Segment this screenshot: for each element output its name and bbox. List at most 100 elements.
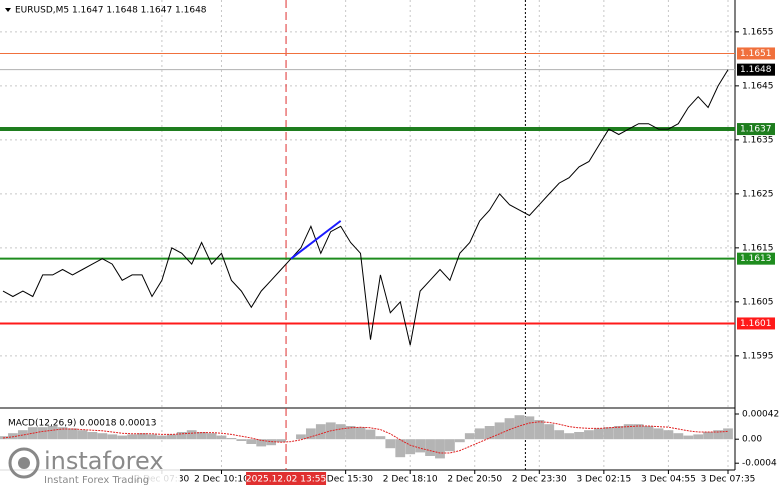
macd-signal — [2, 421, 729, 454]
macd-bar — [276, 439, 286, 443]
macd-bar — [77, 430, 88, 440]
level-label-box — [737, 252, 775, 265]
macd-bar — [127, 434, 138, 440]
macd-bar — [673, 433, 684, 440]
macd-bar — [206, 433, 217, 440]
macd-bar — [107, 434, 118, 440]
trend-line — [290, 220, 342, 260]
macd-bar — [504, 418, 515, 440]
macd-bar — [484, 426, 495, 440]
macd-bar — [454, 439, 465, 443]
macd-bar — [246, 439, 257, 444]
macd-bar — [176, 432, 187, 440]
macd-bar — [435, 439, 445, 459]
macd-bar — [554, 430, 565, 440]
macd-bar — [87, 432, 98, 440]
macd-bar — [216, 435, 227, 440]
macd-bar — [117, 435, 128, 440]
macd-bar — [693, 434, 704, 440]
level-label-box — [737, 317, 775, 330]
macd-bar — [256, 439, 267, 447]
level-label: 1.1613 — [740, 254, 772, 264]
macd-bar — [365, 429, 376, 440]
macd-bar — [97, 433, 108, 440]
macd-bar — [305, 428, 316, 440]
logo-icon — [8, 447, 40, 479]
macd-bar — [405, 439, 416, 455]
macd-bar — [643, 426, 654, 440]
macd-bar — [166, 434, 177, 440]
macd-bar — [196, 432, 207, 440]
macd-bar — [544, 424, 555, 440]
macd-bar — [236, 439, 247, 441]
x-tick-label: 2 Dec 18:10 — [383, 475, 438, 485]
macd-bar — [335, 424, 346, 440]
macd-bar — [613, 426, 624, 440]
macd-bar — [67, 428, 78, 440]
macd-bar — [266, 439, 277, 446]
macd-bar — [355, 427, 366, 440]
price-label-box — [737, 63, 775, 76]
x-tick-label: 2 Dec 15:30 — [318, 475, 373, 485]
logo: instaforex Instant Forex Trading — [0, 444, 180, 489]
macd-bar — [683, 435, 694, 440]
macd-bar — [653, 428, 664, 440]
y-tick-label: 1.1615 — [742, 243, 774, 253]
price-line — [2, 69, 729, 346]
macd-bar — [226, 438, 237, 440]
macd-bar — [415, 439, 426, 453]
macd-bar — [186, 430, 197, 440]
y-tick-label: 1.1655 — [742, 27, 774, 37]
macd-bar — [137, 433, 147, 440]
y-tick-label: 1.1605 — [742, 297, 774, 307]
macd-bar — [603, 427, 614, 440]
macd-bar — [584, 430, 594, 440]
macd-bar — [445, 439, 455, 452]
macd-bar — [713, 430, 723, 440]
x-tick-label: 3 Dec 04:55 — [641, 475, 696, 485]
symbol-arrow — [5, 8, 11, 12]
chart-header: EURUSD,M5 1.1647 1.1648 1.1647 1.1648 — [15, 6, 207, 16]
macd-bar — [494, 422, 505, 440]
logo-icon-core — [18, 457, 30, 469]
y-tick-label: 1.1595 — [742, 351, 774, 361]
macd-bar — [375, 436, 386, 440]
price-label: 1.1648 — [740, 65, 772, 75]
macd-bar — [593, 428, 604, 440]
macd-bar — [395, 439, 406, 458]
macd-bar — [564, 433, 574, 440]
x-tick-label: 2 Dec 23:30 — [512, 475, 567, 485]
macd-bar — [37, 427, 48, 440]
y-tick-label: 1.1645 — [742, 81, 774, 91]
macd-bar — [633, 424, 644, 440]
logo-text: instaforex — [44, 447, 164, 475]
x-tick-label: 2 Dec 10:10 — [194, 475, 249, 485]
macd-y-tick-label: -0.0004 — [742, 459, 777, 469]
y-tick-label: 1.1625 — [742, 189, 774, 199]
level-label-box — [737, 47, 775, 60]
macd-bar — [8, 433, 18, 440]
time-marker-box — [246, 472, 327, 485]
macd-bar — [425, 439, 435, 456]
level-label-box — [737, 123, 775, 136]
macd-bar — [315, 424, 326, 440]
macd-bar — [574, 432, 584, 440]
macd-bar — [47, 426, 58, 440]
macd-bar — [524, 416, 535, 440]
macd-bar — [17, 430, 28, 440]
logo-tagline: Instant Forex Trading — [44, 475, 149, 486]
macd-bar — [345, 426, 356, 440]
macd-bar — [703, 432, 714, 440]
macd-bar — [157, 435, 167, 440]
level-label: 1.1637 — [740, 125, 772, 135]
macd-bar — [663, 430, 674, 440]
y-tick-label: 1.1635 — [742, 135, 774, 145]
macd-bar — [464, 433, 475, 440]
level-label: 1.1651 — [740, 49, 772, 59]
level-label: 1.1601 — [740, 319, 772, 329]
macd-bar — [723, 428, 733, 440]
macd-bar — [514, 415, 525, 440]
